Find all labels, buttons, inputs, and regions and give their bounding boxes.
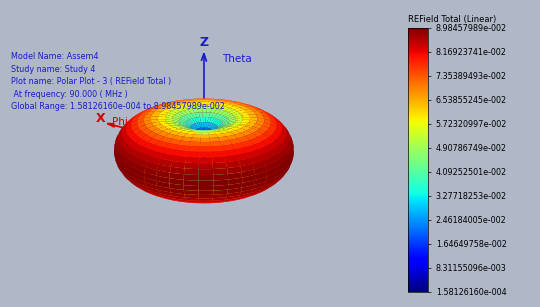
Text: Model Name: Assem4
Study name: Study 4
Plot name: Polar Plot - 3 ( REField Total: Model Name: Assem4 Study name: Study 4 P… [11, 52, 225, 111]
Text: REField Total (Linear): REField Total (Linear) [408, 15, 496, 24]
